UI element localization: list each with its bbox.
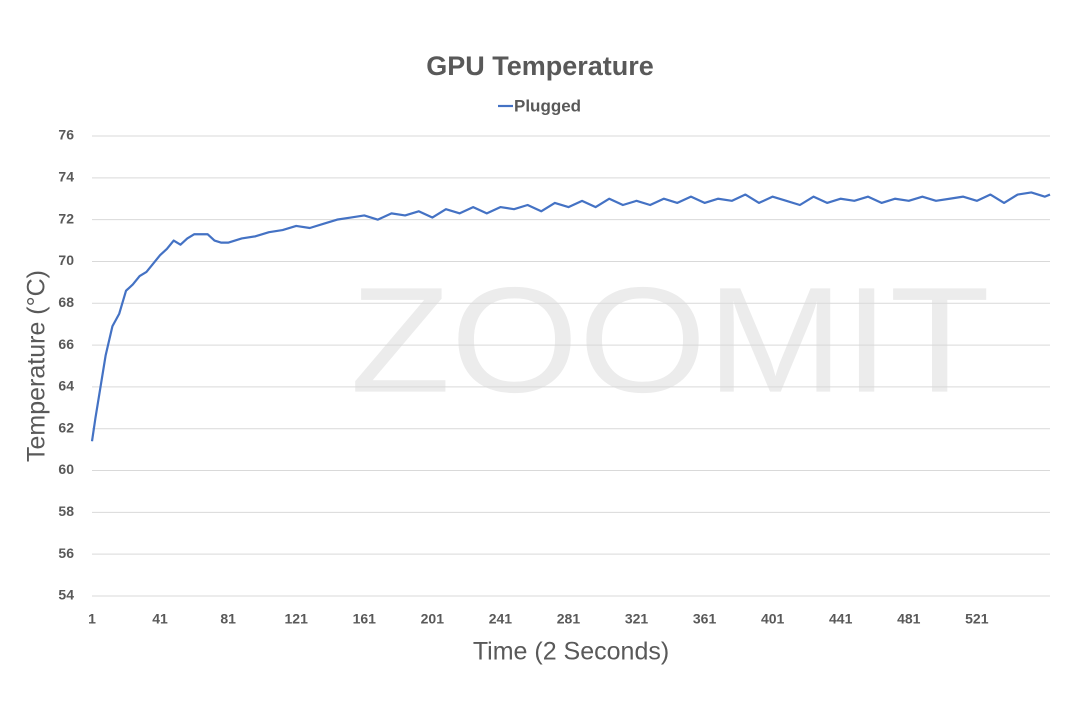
y-tick-label: 54 [58,587,74,603]
y-tick-label: 68 [58,294,74,310]
x-tick-label: 281 [557,611,581,627]
y-tick-label: 66 [58,336,74,352]
y-tick-label: 60 [58,461,74,477]
watermark: ZOOMIT [350,256,990,424]
x-tick-label: 401 [761,611,785,627]
x-tick-label: 1 [88,611,96,627]
x-tick-label: 201 [421,611,445,627]
legend-label: Plugged [514,96,581,115]
x-tick-label: 241 [489,611,513,627]
x-tick-label: 81 [220,611,236,627]
chart-title: GPU Temperature [426,51,654,81]
y-tick-label: 76 [58,127,74,143]
x-tick-label: 121 [285,611,309,627]
y-tick-label: 64 [58,378,74,394]
x-tick-label: 41 [152,611,168,627]
x-tick-label: 441 [829,611,853,627]
x-tick-label: 481 [897,611,921,627]
y-tick-label: 70 [58,252,74,268]
y-tick-label: 58 [58,503,74,519]
y-tick-label: 74 [58,169,74,185]
y-axis-title: Temperature (°C) [23,270,51,462]
x-tick-label: 321 [625,611,649,627]
y-tick-label: 72 [58,210,74,226]
series-line [90,191,1051,442]
x-axis-title: Time (2 Seconds) [473,638,669,666]
x-tick-label: 521 [965,611,989,627]
y-tick-label: 56 [58,545,74,561]
x-tick-label: 361 [693,611,717,627]
y-tick-label: 62 [58,419,74,435]
x-tick-label: 161 [353,611,377,627]
